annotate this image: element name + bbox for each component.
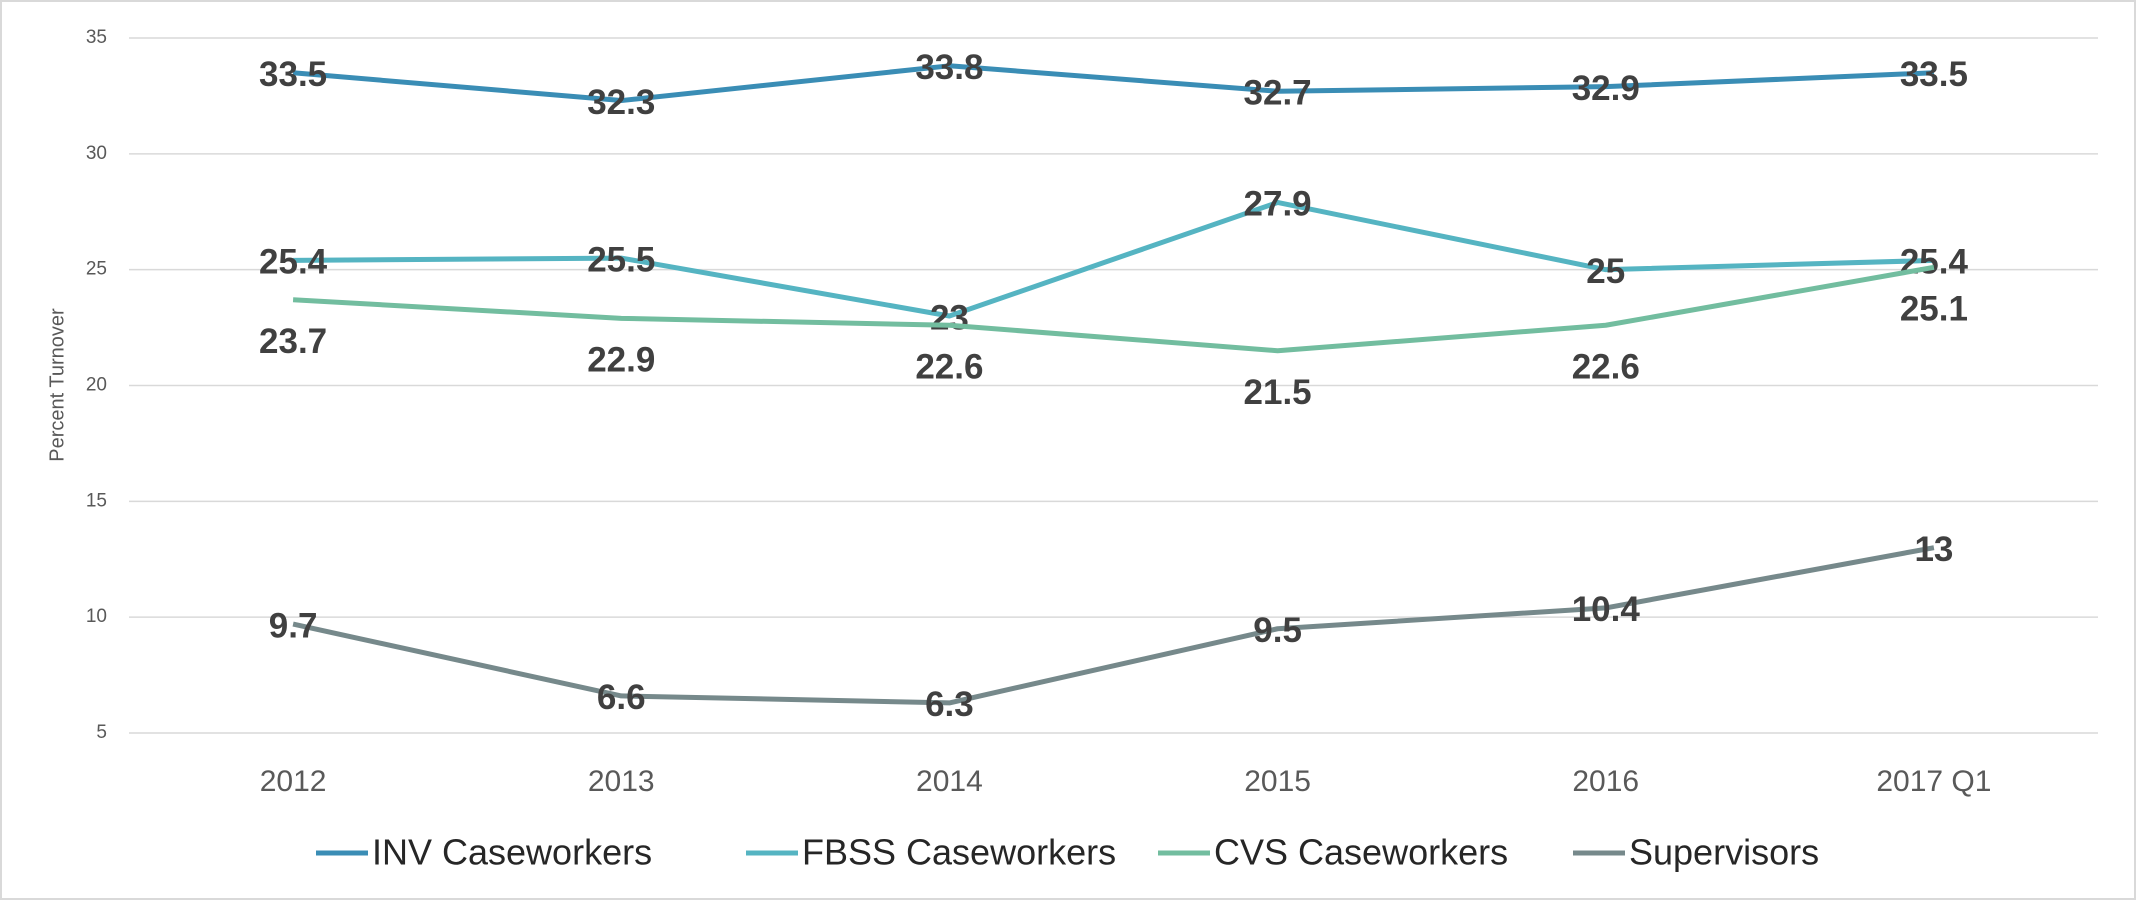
data-label: 22.9 [587, 341, 655, 380]
x-tick-label: 2012 [260, 765, 327, 798]
data-label: 9.5 [1253, 611, 1302, 650]
series-line [293, 199, 1934, 319]
data-label: 22.6 [1572, 348, 1640, 387]
y-tick-label: 35 [86, 27, 107, 48]
data-label: 32.7 [1244, 74, 1312, 113]
data-label: 23 [930, 298, 969, 337]
data-label: 25.4 [259, 243, 328, 282]
y-tick-label: 30 [86, 143, 107, 164]
data-label: 25.1 [1900, 290, 1968, 329]
series-line [292, 545, 1935, 706]
y-axis-label: Percent Turnover [46, 308, 68, 462]
data-label: 25 [1586, 252, 1625, 291]
data-label: 6.3 [925, 685, 974, 724]
legend-label: FBSS Caseworkers [802, 832, 1116, 873]
y-tick-label: 25 [86, 259, 107, 280]
y-tick-label: 15 [86, 490, 107, 511]
data-label: 33.8 [915, 48, 983, 87]
data-label: 32.3 [587, 83, 655, 122]
legend-label: CVS Caseworkers [1214, 832, 1508, 873]
y-tick-label: 20 [86, 375, 107, 396]
data-label: 13 [1914, 530, 1953, 569]
data-label: 33.5 [259, 55, 327, 94]
data-label: 10.4 [1572, 590, 1641, 629]
x-tick-label: 2017 Q1 [1876, 765, 1991, 798]
legend-label: Supervisors [1629, 832, 1819, 873]
legend-label: INV Caseworkers [372, 832, 652, 873]
x-tick-label: 2014 [916, 765, 983, 798]
data-label: 6.6 [597, 678, 646, 717]
data-label: 32.9 [1572, 69, 1640, 108]
x-tick-label: 2015 [1244, 765, 1311, 798]
data-label: 27.9 [1244, 185, 1312, 224]
x-tick-label: 2013 [588, 765, 655, 798]
data-label: 9.7 [269, 606, 318, 645]
data-label: 25.4 [1900, 243, 1969, 282]
series-line [292, 63, 1935, 104]
data-label: 25.5 [587, 240, 655, 279]
x-tick-label: 2016 [1572, 765, 1639, 798]
data-label: 23.7 [259, 322, 327, 361]
data-label: 22.6 [915, 348, 983, 387]
y-tick-label: 5 [96, 722, 107, 743]
data-label: 21.5 [1244, 373, 1312, 412]
data-label: 33.5 [1900, 55, 1968, 94]
series-line [292, 264, 1935, 354]
y-tick-label: 10 [86, 606, 107, 627]
